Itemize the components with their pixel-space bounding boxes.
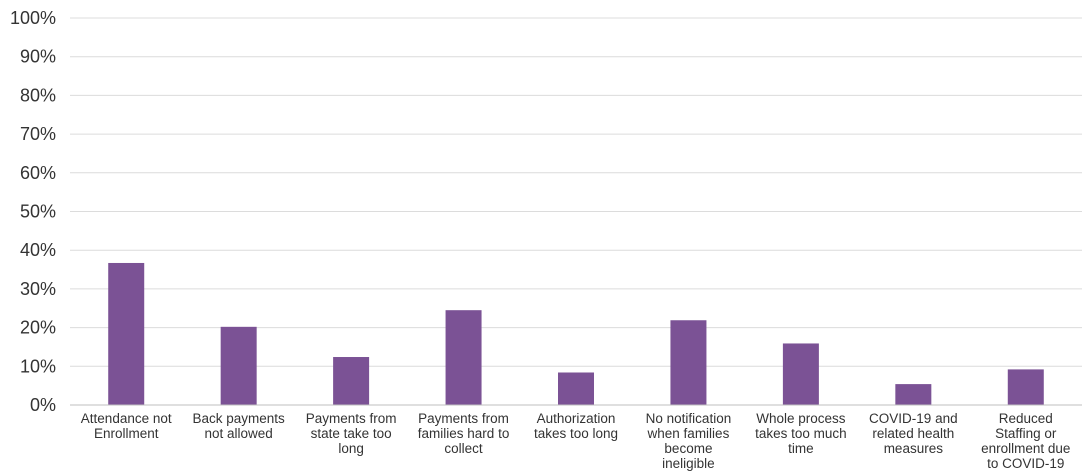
bar bbox=[558, 372, 594, 405]
x-category-label: Payments from families hard to collect bbox=[418, 411, 510, 456]
x-category-label: No notification when families become inelig… bbox=[646, 411, 732, 471]
x-category-label: COVID-19 and related health measures bbox=[869, 411, 958, 456]
y-tick-label: 40% bbox=[20, 240, 56, 260]
y-tick-label: 20% bbox=[20, 318, 56, 338]
x-category-label: Payments from state take too long bbox=[306, 411, 397, 456]
bar bbox=[1007, 369, 1044, 405]
bar bbox=[445, 310, 482, 405]
x-category-label: Reduced Staffing or enrollment due to COVID… bbox=[981, 411, 1070, 471]
y-tick-label: 0% bbox=[30, 395, 56, 415]
bar bbox=[895, 384, 932, 405]
y-tick-label: 50% bbox=[20, 202, 56, 222]
bar bbox=[220, 326, 257, 405]
y-tick-label: 10% bbox=[20, 356, 56, 376]
x-category-label: Whole process takes too much time bbox=[755, 411, 847, 456]
x-axis-category-labels: Attendance not Enrollment Back payments not… bbox=[81, 411, 1071, 471]
bar bbox=[333, 357, 370, 405]
x-category-label: Authorization takes too long bbox=[534, 411, 618, 441]
y-tick-label: 70% bbox=[20, 124, 56, 144]
x-category-label: Back payments not allowed bbox=[193, 411, 286, 441]
y-tick-label: 30% bbox=[20, 279, 56, 299]
bar bbox=[782, 343, 819, 405]
gridlines bbox=[70, 17, 1082, 367]
y-axis-ticks: 0% 10% 20% 30% 40% 50% 60% 70% 80% 90% 100% bbox=[10, 8, 56, 415]
bars bbox=[108, 262, 1044, 405]
x-category-label: Attendance not Enrollment bbox=[81, 411, 172, 441]
bar bbox=[670, 320, 707, 405]
y-tick-label: 100% bbox=[10, 8, 56, 28]
y-tick-label: 60% bbox=[20, 163, 56, 183]
y-tick-label: 90% bbox=[20, 47, 56, 67]
bar bbox=[108, 262, 145, 405]
y-tick-label: 80% bbox=[20, 85, 56, 105]
